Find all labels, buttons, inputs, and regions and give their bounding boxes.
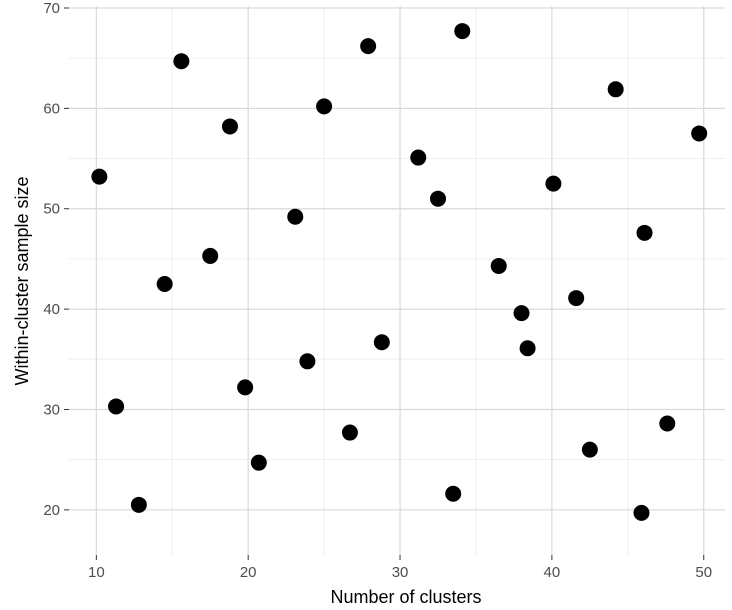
x-tick-label: 10 bbox=[88, 564, 105, 581]
y-tick-label: 40 bbox=[43, 301, 60, 318]
data-point bbox=[445, 485, 462, 502]
y-tick-label: 50 bbox=[43, 201, 60, 218]
data-point bbox=[581, 441, 598, 458]
data-point bbox=[221, 118, 238, 135]
data-point bbox=[568, 290, 585, 307]
x-axis-title: Number of clusters bbox=[330, 587, 481, 607]
data-point bbox=[173, 53, 190, 70]
data-point bbox=[430, 190, 446, 207]
x-tick-labels: 10 20 30 40 50 bbox=[88, 564, 712, 581]
data-point bbox=[108, 398, 125, 415]
y-axis-title: Within-cluster sample size bbox=[12, 176, 32, 385]
data-points bbox=[91, 23, 708, 521]
data-point bbox=[360, 38, 377, 55]
data-point bbox=[287, 208, 304, 225]
x-tick-label: 40 bbox=[544, 564, 561, 581]
data-point bbox=[316, 98, 333, 115]
x-tick-label: 20 bbox=[240, 564, 257, 581]
data-point bbox=[156, 276, 173, 293]
data-point bbox=[636, 224, 653, 241]
data-point bbox=[659, 415, 676, 432]
data-point bbox=[237, 379, 254, 396]
data-point bbox=[513, 305, 530, 322]
data-point bbox=[607, 81, 624, 98]
data-point bbox=[202, 247, 219, 264]
y-tick-label: 20 bbox=[43, 502, 60, 519]
y-tick-label: 60 bbox=[43, 100, 60, 117]
data-point bbox=[454, 23, 471, 40]
data-point bbox=[490, 257, 507, 274]
data-point bbox=[410, 149, 427, 166]
data-point bbox=[130, 496, 147, 513]
y-tick-label: 70 bbox=[43, 0, 60, 17]
data-point bbox=[519, 340, 536, 357]
x-tick-label: 30 bbox=[392, 564, 409, 581]
axes bbox=[64, 7, 705, 560]
y-tick-labels: 20 30 40 50 60 70 bbox=[43, 0, 60, 519]
data-point bbox=[373, 334, 390, 351]
data-point bbox=[691, 125, 708, 142]
data-point bbox=[299, 353, 316, 370]
data-point bbox=[633, 504, 650, 521]
plot-panel bbox=[69, 6, 725, 555]
y-tick-label: 30 bbox=[43, 401, 60, 418]
data-point bbox=[341, 424, 358, 441]
data-point bbox=[545, 175, 562, 192]
data-point bbox=[250, 454, 267, 471]
grid-major bbox=[69, 6, 725, 555]
x-tick-label: 50 bbox=[695, 564, 712, 581]
data-point bbox=[91, 168, 108, 185]
